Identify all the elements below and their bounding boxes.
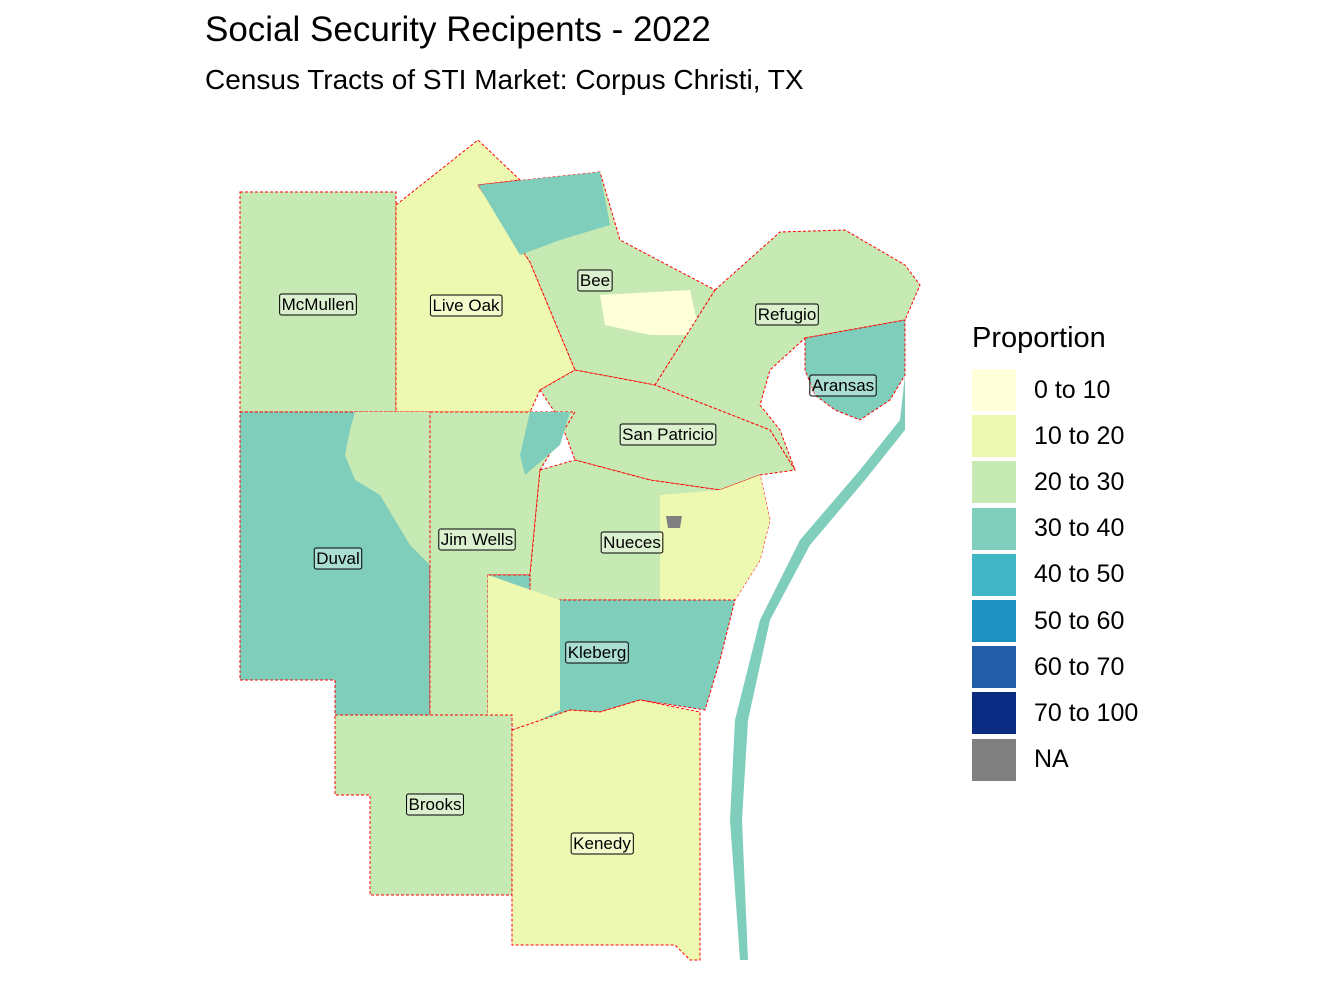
county-label: Bee bbox=[577, 269, 613, 292]
county-label-text: Brooks bbox=[409, 795, 462, 814]
legend-swatch bbox=[972, 461, 1016, 504]
county-kenedy bbox=[511, 699, 701, 961]
county-label: Refugio bbox=[755, 303, 819, 326]
county-labels: McMullen Live Oak Bee Refugio Aransas San Pat… bbox=[279, 269, 877, 855]
county-label-box bbox=[279, 293, 357, 316]
legend-label: 0 to 10 bbox=[1034, 375, 1111, 404]
legend-swatch bbox=[972, 646, 1016, 689]
tract-bee-center bbox=[600, 290, 700, 335]
legend-swatch bbox=[972, 507, 1016, 550]
tract-jim-wells-ne bbox=[520, 412, 570, 475]
county-label-text: Refugio bbox=[758, 305, 817, 324]
county-label-box bbox=[406, 793, 464, 816]
county-label-box bbox=[755, 303, 819, 326]
legend-swatch bbox=[972, 369, 1016, 412]
legend-label: 70 to 100 bbox=[1034, 698, 1139, 727]
legend-swatch bbox=[972, 415, 1016, 458]
legend-label: 10 to 20 bbox=[1034, 421, 1125, 450]
legend-label: NA bbox=[1034, 745, 1069, 774]
legend-swatch bbox=[972, 600, 1016, 643]
county-label-box bbox=[600, 531, 664, 554]
legend-label: 30 to 40 bbox=[1034, 514, 1125, 543]
legend-item: 0 to 10 bbox=[972, 367, 1138, 413]
tract-duval-east bbox=[345, 412, 430, 565]
county-label: Duval bbox=[313, 547, 363, 570]
county-label-text: Bee bbox=[580, 271, 610, 290]
map-subtitle: Census Tracts of STI Market: Corpus Chri… bbox=[205, 64, 804, 95]
map-title: Social Security Recipents - 2022 bbox=[205, 10, 711, 49]
legend-items: 0 to 10 10 to 20 20 to 30 30 to 40 40 to 50 5… bbox=[972, 367, 1138, 783]
county-aransas bbox=[804, 319, 906, 421]
county-label-box bbox=[565, 641, 629, 664]
county-label-text: Kleberg bbox=[568, 643, 627, 662]
legend-label: 20 to 30 bbox=[1034, 467, 1125, 496]
legend-item: NA bbox=[972, 737, 1138, 783]
legend-title: Proportion bbox=[972, 322, 1106, 354]
legend: Proportion 0 to 10 10 to 20 20 to 30 30 to … bbox=[972, 322, 1138, 783]
county-label-box bbox=[619, 423, 717, 446]
county-label: Kenedy bbox=[570, 832, 634, 855]
county-label-box bbox=[429, 294, 503, 317]
county-label-box bbox=[438, 528, 516, 551]
tract-nueces-na bbox=[666, 516, 682, 528]
county-label-text: McMullen bbox=[282, 295, 355, 314]
county-label-text: Duval bbox=[316, 549, 359, 568]
legend-item: 20 to 30 bbox=[972, 459, 1138, 505]
legend-label: 40 to 50 bbox=[1034, 560, 1125, 589]
county-label: Live Oak bbox=[429, 294, 503, 317]
legend-item: 40 to 50 bbox=[972, 552, 1138, 598]
legend-swatch bbox=[972, 553, 1016, 596]
county-jim-wells bbox=[429, 411, 576, 716]
county-label: Aransas bbox=[809, 374, 877, 397]
county-label-box bbox=[313, 547, 363, 570]
tract-nueces-east bbox=[660, 475, 770, 600]
legend-item: 70 to 100 bbox=[972, 690, 1138, 736]
county-label-box bbox=[577, 269, 613, 292]
county-label-text: Jim Wells bbox=[441, 530, 513, 549]
tract-kleberg-west bbox=[488, 575, 560, 730]
legend-swatch bbox=[972, 692, 1016, 735]
tract-bee-north bbox=[478, 172, 610, 255]
county-label-box bbox=[809, 374, 877, 397]
legend-item: 30 to 40 bbox=[972, 506, 1138, 552]
county-label: Kleberg bbox=[565, 641, 629, 664]
legend-label: 50 to 60 bbox=[1034, 606, 1125, 635]
county-label-text: Nueces bbox=[603, 533, 661, 552]
county-label-box bbox=[570, 832, 634, 855]
county-label-text: Kenedy bbox=[573, 834, 631, 853]
legend-item: 50 to 60 bbox=[972, 598, 1138, 644]
county-refugio bbox=[654, 229, 921, 471]
county-label: Jim Wells bbox=[438, 528, 516, 551]
county-label: Nueces bbox=[600, 531, 664, 554]
county-brooks bbox=[334, 714, 513, 896]
county-label: Brooks bbox=[406, 793, 464, 816]
county-label: McMullen bbox=[279, 293, 357, 316]
county-label: San Patricio bbox=[619, 423, 717, 446]
county-label-text: Live Oak bbox=[432, 296, 500, 315]
county-label-text: San Patricio bbox=[622, 425, 714, 444]
county-label-text: Aransas bbox=[812, 376, 874, 395]
legend-item: 60 to 70 bbox=[972, 644, 1138, 690]
legend-label: 60 to 70 bbox=[1034, 652, 1125, 681]
legend-swatch bbox=[972, 738, 1016, 781]
legend-item: 10 to 20 bbox=[972, 413, 1138, 459]
